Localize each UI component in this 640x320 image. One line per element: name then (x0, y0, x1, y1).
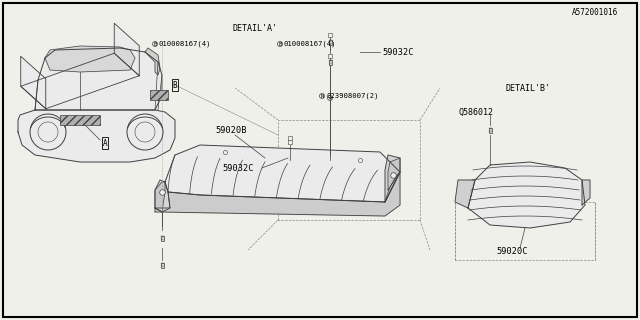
Polygon shape (385, 155, 400, 202)
Bar (328, 39, 332, 44)
Text: 59032C: 59032C (382, 47, 413, 57)
Polygon shape (115, 23, 140, 76)
Text: A: A (102, 139, 108, 148)
Polygon shape (145, 48, 160, 75)
Polygon shape (20, 56, 45, 109)
Polygon shape (155, 180, 170, 212)
Text: 023908007(2): 023908007(2) (326, 93, 378, 99)
Text: A572001016: A572001016 (572, 7, 618, 17)
Polygon shape (18, 110, 175, 162)
Bar (328, 60, 332, 65)
Bar (60, 115, 100, 125)
Polygon shape (455, 180, 475, 208)
Text: DETAIL'A': DETAIL'A' (232, 23, 278, 33)
Text: 59032C: 59032C (222, 164, 253, 172)
Text: 59020B: 59020B (215, 125, 246, 134)
Polygon shape (582, 180, 590, 205)
Polygon shape (35, 48, 162, 110)
Text: B: B (154, 42, 157, 46)
Bar (161, 236, 163, 241)
Polygon shape (45, 46, 135, 72)
Text: N: N (321, 93, 324, 99)
Polygon shape (468, 162, 585, 228)
Bar (488, 127, 492, 132)
Text: 010008167(4): 010008167(4) (283, 41, 335, 47)
Circle shape (319, 93, 324, 99)
Bar (161, 262, 163, 268)
Text: DETAIL'B': DETAIL'B' (506, 84, 550, 92)
Text: 59020C: 59020C (496, 247, 527, 257)
Text: 010008167(4): 010008167(4) (158, 41, 211, 47)
Text: B: B (173, 81, 177, 90)
Circle shape (152, 42, 157, 46)
Bar (150, 90, 168, 100)
Polygon shape (155, 182, 165, 212)
Polygon shape (155, 172, 400, 216)
Polygon shape (388, 158, 400, 190)
Circle shape (278, 42, 282, 46)
Text: B: B (278, 42, 282, 46)
Circle shape (328, 95, 333, 100)
Text: Q586012: Q586012 (458, 108, 493, 116)
Polygon shape (165, 145, 400, 202)
Polygon shape (20, 53, 140, 109)
